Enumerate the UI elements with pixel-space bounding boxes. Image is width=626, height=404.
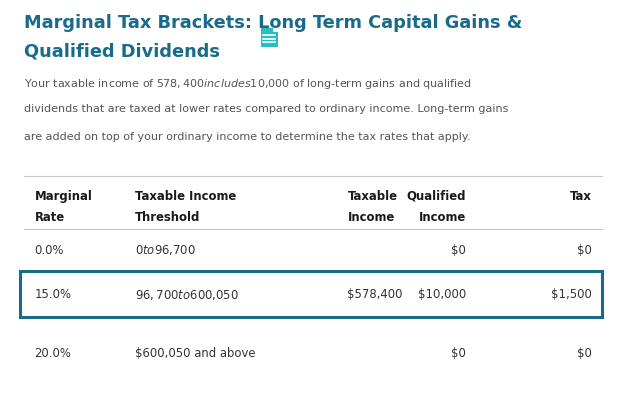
Text: Qualified: Qualified	[407, 190, 466, 203]
Text: Threshold: Threshold	[135, 211, 200, 224]
Text: dividends that are taxed at lower rates compared to ordinary income. Long-term g: dividends that are taxed at lower rates …	[24, 104, 508, 114]
Text: Your taxable income of $578,400 includes $10,000 of long-term gains and qualifie: Your taxable income of $578,400 includes…	[24, 77, 471, 91]
Text: $1,500: $1,500	[551, 288, 592, 301]
Text: Income: Income	[419, 211, 466, 224]
Text: $0: $0	[577, 347, 592, 360]
Text: $0: $0	[451, 347, 466, 360]
Text: $10,000: $10,000	[418, 288, 466, 301]
Text: 15.0%: 15.0%	[34, 288, 71, 301]
FancyBboxPatch shape	[20, 271, 602, 317]
Text: $0: $0	[451, 244, 466, 257]
Text: Marginal: Marginal	[34, 190, 92, 203]
Text: $96,700 to $600,050: $96,700 to $600,050	[135, 288, 239, 302]
Text: Qualified Dividends: Qualified Dividends	[24, 42, 220, 61]
Text: Taxable: Taxable	[347, 190, 398, 203]
Text: 20.0%: 20.0%	[34, 347, 71, 360]
Text: $600,050 and above: $600,050 and above	[135, 347, 255, 360]
Text: are added on top of your ordinary income to determine the tax rates that apply.: are added on top of your ordinary income…	[24, 132, 470, 142]
Text: $578,400: $578,400	[347, 288, 403, 301]
Text: Rate: Rate	[34, 211, 64, 224]
Text: Taxable Income: Taxable Income	[135, 190, 236, 203]
Text: $0: $0	[577, 244, 592, 257]
Text: Tax: Tax	[570, 190, 592, 203]
Text: $0 to $96,700: $0 to $96,700	[135, 244, 195, 257]
Text: Marginal Tax Brackets: Long Term Capital Gains &: Marginal Tax Brackets: Long Term Capital…	[24, 14, 522, 32]
Text: 0.0%: 0.0%	[34, 244, 64, 257]
Text: Income: Income	[347, 211, 394, 224]
